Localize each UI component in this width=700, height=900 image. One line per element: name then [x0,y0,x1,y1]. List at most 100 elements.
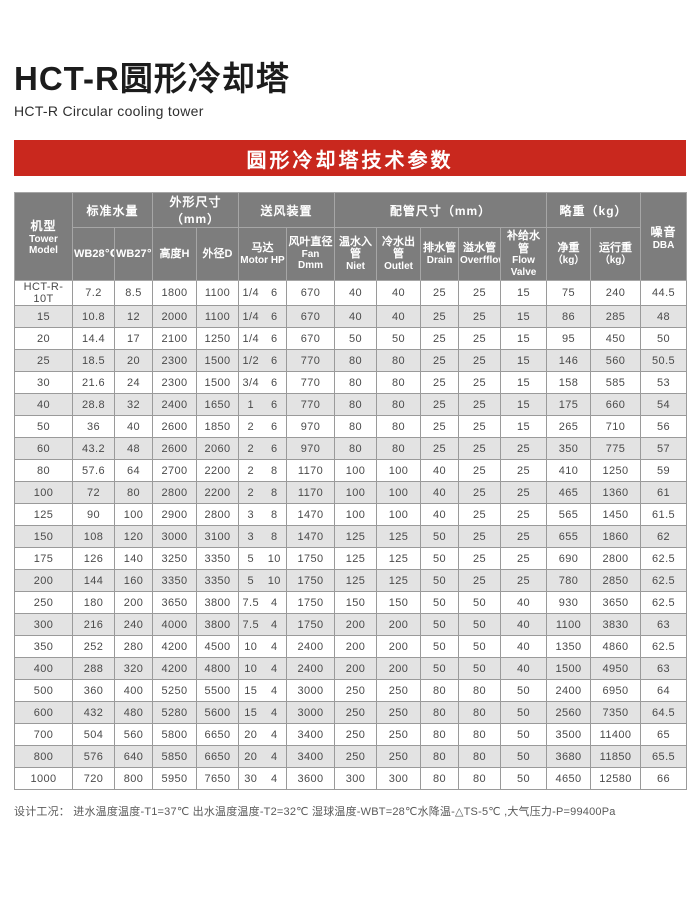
table-cell: 63 [640,657,688,681]
table-cell: 15 [500,349,548,373]
table-cell: 4500 [196,635,240,659]
cell-model: 25 [14,349,73,373]
motor-hp-value: 1/4 [242,310,260,323]
table-cell: 560 [590,349,642,373]
cell-model: 1000 [14,767,73,791]
table-cell: 3350 [196,547,240,571]
cell-model: 250 [14,591,73,615]
table-cell: 25 [420,393,460,417]
table-cell: 25 [500,525,548,549]
table-row: 100 72 80 2800 2200 2 8 1170 100 100 40 25 25 465 1360… [14,481,688,505]
motor-hp-value: 1/4 [242,287,260,300]
cell-model: 400 [14,657,73,681]
motor-pole-value: 6 [271,420,278,433]
header-noise-cn: 噪音 [650,224,677,239]
table-cell: 25 [458,547,502,571]
table-cell: 2800 [590,547,642,571]
table-cell: 25 [458,371,502,395]
table-row: 800 576 640 5850 6650 20 4 3400 250 250 80 80 50 3680… [14,745,688,769]
table-row: 1000 720 800 5950 7650 30 4 3600 300 300 80 80 50 465… [14,767,688,791]
table-cell: 50 [420,613,460,637]
table-cell: 50 [420,591,460,615]
table-cell: 4950 [590,657,642,681]
table-cell: 25 [420,280,460,307]
motor-hp-value: 3 [247,530,255,543]
table-row: 60 43.2 48 2600 2060 2 6 970 80 80 25 25 25 350 775 57 [14,437,688,461]
table-cell: 1250 [590,459,642,483]
table-cell: 1850 [196,415,240,439]
table-cell: 320 [113,657,154,681]
table-cell: 300 [334,767,378,791]
table-cell: 250 [376,701,422,725]
motor-hp-value: 5 [247,574,255,587]
table-cell: 2400 [286,635,336,659]
table-cell: 40 [500,635,548,659]
motor-pole-value: 8 [271,530,278,543]
table-cell: 3600 [286,767,336,791]
table-cell: 100 [376,481,422,505]
table-cell: 75 [546,280,592,307]
table-cell: 3350 [196,569,240,593]
table-cell: 1750 [286,613,336,637]
table-cell: 6650 [196,723,240,747]
table-cell: 480 [113,701,154,725]
table-cell: 15 [500,280,548,307]
header-group-dimensions: 外形尺寸（mm） [152,192,240,228]
table-cell: 95 [546,327,592,351]
table-cell: 2850 [590,569,642,593]
table-cell: 4860 [590,635,642,659]
table-cell: 80 [334,393,378,417]
table-cell: 17 [113,327,154,351]
table-cell: 56 [640,415,688,439]
cell-motor-hp: 30 4 [238,767,288,791]
header-sub-cn: 净重 [557,242,580,255]
cell-motor-hp: 1/4 6 [238,280,288,307]
motor-pole-value: 4 [271,772,278,785]
cell-model: 800 [14,745,73,769]
table-cell: 144 [72,569,115,593]
motor-hp-value: 2 [247,464,255,477]
table-cell: 50 [376,327,422,351]
table-cell: 59 [640,459,688,483]
header-sub-cn: WB27℃ [116,247,152,260]
table-cell: 25 [420,327,460,351]
header-sub-en: Motor HP [240,254,285,266]
header-model-en2: Model [29,245,58,257]
cell-motor-hp: 3/4 6 [238,371,288,395]
table-cell: 3400 [286,745,336,769]
header-sub-8: 排水管 Drain [420,226,460,282]
table-row: 200 144 160 3350 3350 5 10 1750 125 125 50 25 25 780 2… [14,569,688,593]
table-cell: 4650 [546,767,592,791]
table-cell: 200 [376,635,422,659]
table-cell: 3100 [196,525,240,549]
table-cell: 2600 [152,437,198,461]
table-cell: 2600 [152,415,198,439]
table-cell: 200 [376,613,422,637]
table-cell: 240 [590,280,642,307]
table-cell: 1170 [286,481,336,505]
table-cell: 158 [546,371,592,395]
page-subtitle: HCT-R Circular cooling tower [14,103,204,119]
table-cell: 15 [500,327,548,351]
table-cell: 25 [420,371,460,395]
table-cell: 53 [640,371,688,395]
table-cell: 1470 [286,525,336,549]
cell-model: 125 [14,503,73,527]
table-cell: 25 [458,437,502,461]
motor-pole-value: 4 [271,684,278,697]
table-cell: 25 [500,547,548,571]
motor-pole-value: 8 [271,464,278,477]
table-cell: 25 [500,459,548,483]
table-cell: 12 [113,305,154,329]
table-cell: 4200 [152,635,198,659]
header-sub-cn: 排水管 [423,242,457,255]
motor-hp-value: 20 [244,728,258,741]
table-cell: 18.5 [72,349,115,373]
table-cell: 1800 [152,280,198,307]
table-cell: 250 [334,701,378,725]
table-cell: 62.5 [640,635,688,659]
table-cell: 25 [500,437,548,461]
table-cell: 25 [458,305,502,329]
table-cell: 250 [376,679,422,703]
